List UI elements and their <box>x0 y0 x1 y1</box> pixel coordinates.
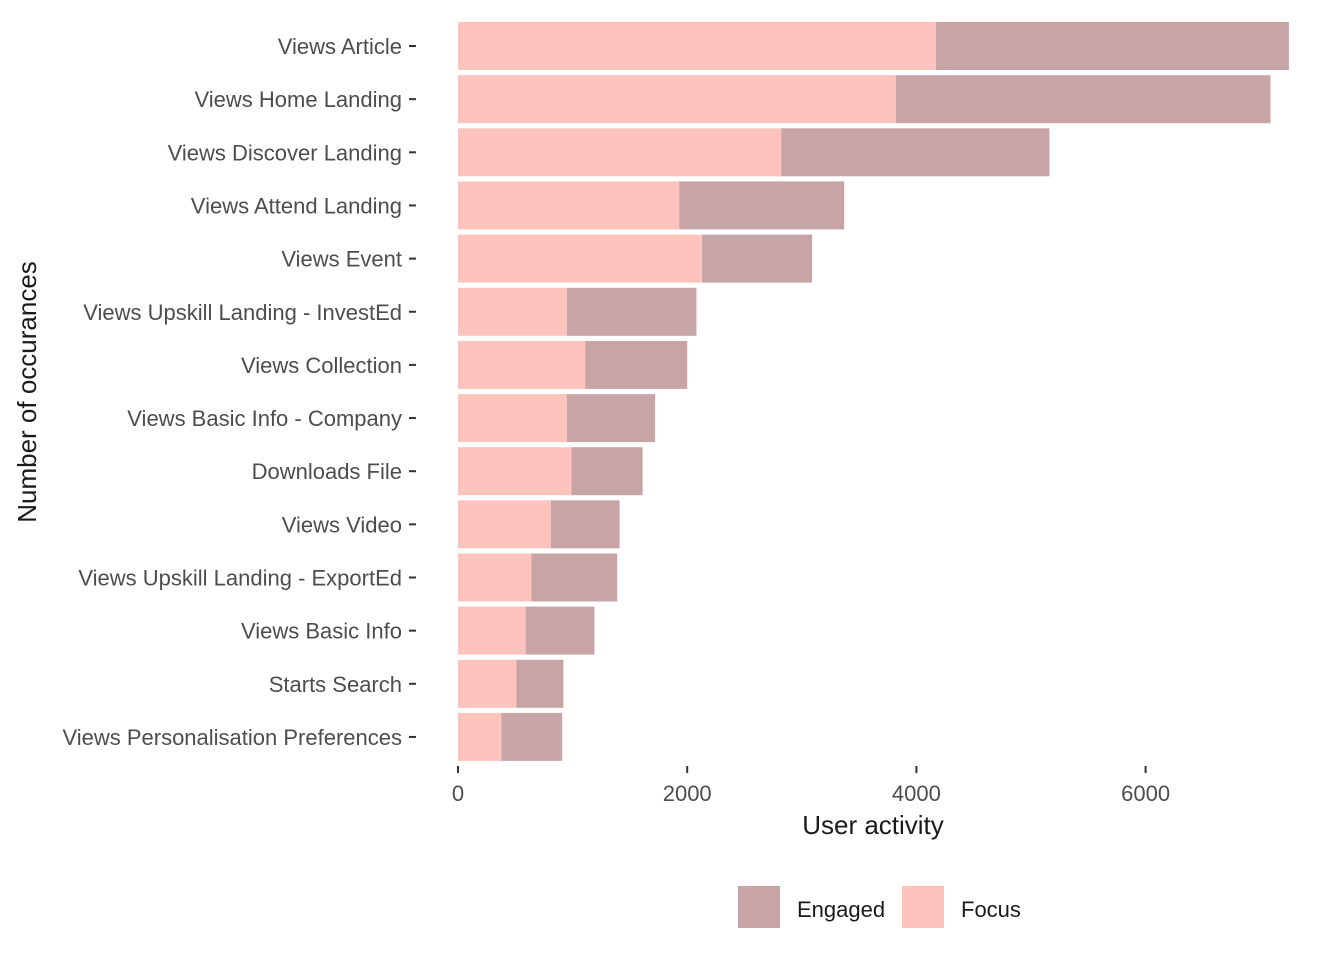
x-axis-title: User activity <box>802 810 944 840</box>
bar-focus-6 <box>458 340 586 389</box>
bar-engaged-2 <box>781 128 1050 177</box>
category-label: Downloads File <box>252 459 402 484</box>
category-label: Views Upskill Landing - InvestEd <box>83 300 402 325</box>
bar-engaged-10 <box>531 553 618 602</box>
category-label: Views Basic Info <box>241 619 402 644</box>
x-tick-label: 4000 <box>892 781 941 806</box>
bar-focus-11 <box>458 606 526 655</box>
legend: Engaged Focus <box>738 886 1021 928</box>
bar-focus-2 <box>458 128 782 177</box>
x-axis: 0 2000 4000 6000 <box>452 766 1170 806</box>
category-label: Views Attend Landing <box>191 193 402 218</box>
x-tick-label: 0 <box>452 781 464 806</box>
legend-key-focus <box>902 886 944 928</box>
bar-engaged-12 <box>516 659 564 708</box>
bar-engaged-9 <box>550 500 620 549</box>
bar-focus-4 <box>458 234 703 283</box>
bar-focus-7 <box>458 394 567 443</box>
legend-label-focus: Focus <box>961 897 1021 922</box>
category-label: Views Upskill Landing - ExportEd <box>78 566 402 591</box>
category-label: Views Article <box>278 34 402 59</box>
bar-engaged-13 <box>501 712 563 761</box>
bar-engaged-4 <box>702 234 813 283</box>
category-label: Views Video <box>282 512 402 537</box>
bars-layer <box>458 22 1289 761</box>
bar-engaged-11 <box>525 606 595 655</box>
bar-focus-10 <box>458 553 532 602</box>
category-label: Starts Search <box>269 672 402 697</box>
bar-focus-1 <box>458 75 896 124</box>
x-tick-label: 6000 <box>1121 781 1170 806</box>
bar-engaged-0 <box>935 22 1289 70</box>
x-tick-label: 2000 <box>663 781 712 806</box>
bar-focus-0 <box>458 22 936 70</box>
bar-focus-13 <box>458 712 502 761</box>
bar-engaged-6 <box>585 340 688 389</box>
bar-engaged-5 <box>566 287 697 336</box>
bar-engaged-1 <box>895 75 1271 124</box>
bar-engaged-3 <box>679 181 845 230</box>
bar-engaged-7 <box>566 394 656 443</box>
bar-focus-3 <box>458 181 680 230</box>
bar-focus-12 <box>458 659 517 708</box>
category-label: Views Home Landing <box>195 87 403 112</box>
legend-label-engaged: Engaged <box>797 897 885 922</box>
y-axis-title: Number of occurances <box>12 261 42 523</box>
category-label: Views Basic Info - Company <box>127 406 402 431</box>
bar-focus-5 <box>458 287 567 336</box>
bar-focus-8 <box>458 447 572 496</box>
category-label: Views Collection <box>241 353 402 378</box>
category-label: Views Event <box>281 247 402 272</box>
category-label: Views Personalisation Preferences <box>62 725 402 750</box>
bar-engaged-8 <box>571 447 643 496</box>
legend-key-engaged <box>738 886 780 928</box>
category-label: Views Discover Landing <box>168 140 402 165</box>
category-axis: Views Article Views Home Landing Views Dis… <box>62 34 416 750</box>
bar-focus-9 <box>458 500 551 549</box>
